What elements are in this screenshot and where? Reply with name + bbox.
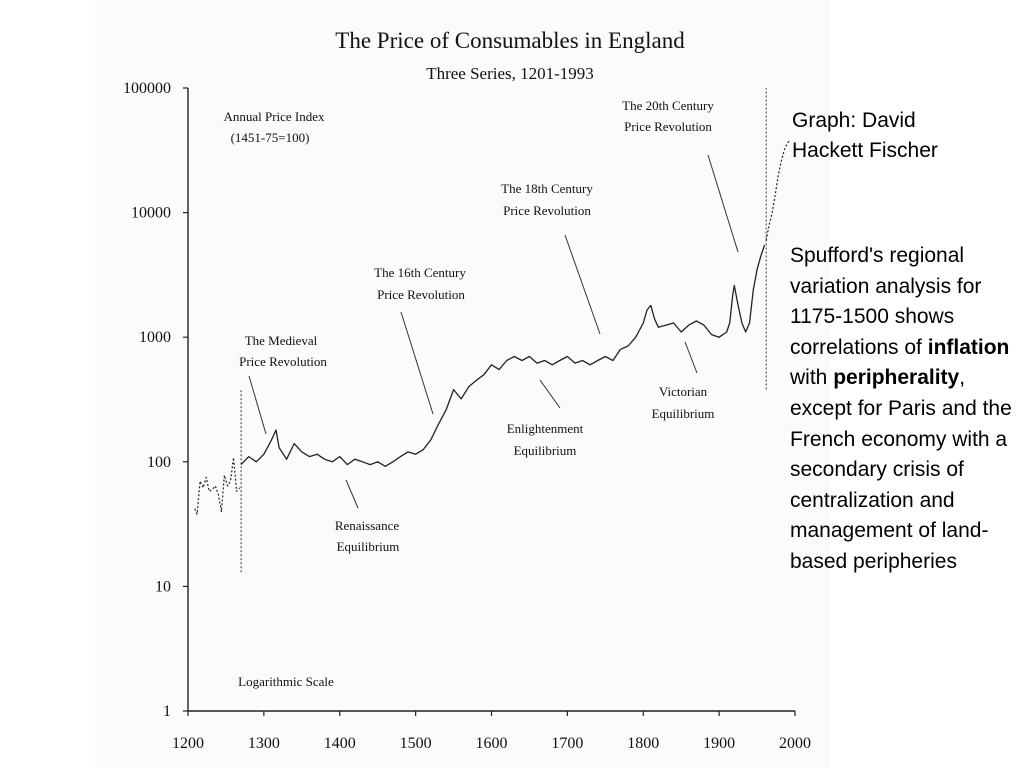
annotation-16th-line2: Price Revolution — [377, 287, 465, 302]
index-label-line1: Annual Price Index — [223, 109, 325, 124]
annotation-victorian-line1: Victorian — [659, 384, 708, 399]
caption-text-2: with — [790, 366, 834, 390]
x-axis-ticks: 1200 1300 1400 1500 1600 1700 1800 1900 2000 — [172, 711, 811, 752]
x-tick-label: 2000 — [779, 735, 811, 752]
price-series-line-3 — [765, 140, 791, 241]
x-tick-label: 1900 — [703, 735, 735, 752]
annotation-medieval-line2: Price Revolution — [239, 354, 327, 369]
y-axis-ticks: 1 10 100 1000 10000 100000 — [123, 80, 188, 720]
index-label-line2: (1451-75=100) — [231, 130, 310, 145]
price-series-line-2 — [240, 244, 766, 467]
pointer-medieval — [248, 375, 267, 435]
pointer-renaissance — [345, 479, 359, 509]
caption-text-3: , except for Paris and the French econom… — [790, 366, 1012, 573]
annotation-renaissance-line1: Renaissance — [335, 518, 399, 533]
x-tick-label: 1300 — [248, 735, 280, 752]
annotation-20th-line2: Price Revolution — [624, 119, 712, 134]
chart-title: The Price of Consumables in England — [335, 28, 685, 53]
y-tick-label: 10 — [155, 578, 171, 595]
annotation-medieval-line1: The Medieval — [245, 333, 318, 348]
annotation-renaissance-line2: Equilibrium — [337, 539, 400, 554]
graph-credit: Graph: David Hackett Fischer — [792, 109, 938, 162]
annotation-enlightenment-line1: Enlightenment — [507, 421, 584, 436]
pointer-enlightenment — [539, 379, 561, 409]
caption-text-1: Spufford's regional variation analysis f… — [790, 244, 982, 359]
y-tick-label: 10000 — [131, 205, 171, 222]
x-tick-label: 1400 — [324, 735, 356, 752]
x-tick-label: 1600 — [476, 735, 508, 752]
scale-note: Logarithmic Scale — [238, 674, 334, 689]
x-tick-label: 1200 — [172, 735, 204, 752]
chart-subtitle: Three Series, 1201-1993 — [426, 64, 594, 83]
x-tick-label: 1500 — [400, 735, 432, 752]
annotation-enlightenment-line2: Equilibrium — [514, 443, 577, 458]
annotation-20th-line1: The 20th Century — [622, 98, 714, 113]
caption-bold-inflation: inflation — [927, 335, 1010, 359]
pointer-16th-century — [400, 311, 434, 415]
pointer-victorian — [684, 341, 698, 374]
y-tick-label: 1 — [163, 703, 171, 720]
annotation-18th-line2: Price Revolution — [503, 203, 591, 218]
figure-panel — [95, 0, 830, 768]
price-series-line-1 — [194, 457, 241, 515]
x-tick-label: 1700 — [551, 735, 583, 752]
vertical-markers — [240, 88, 767, 573]
y-tick-label: 100 — [147, 454, 171, 471]
pointer-20th-century — [707, 154, 739, 253]
pointer-18th-century — [564, 234, 601, 335]
caption-bold-peripherality: peripherality — [833, 366, 960, 390]
series-layer — [194, 140, 791, 515]
y-tick-label: 100000 — [123, 80, 171, 97]
y-tick-label: 1000 — [139, 329, 171, 346]
annotation-16th-line1: The 16th Century — [374, 265, 466, 280]
annotation-pointers — [248, 154, 739, 509]
annotation-victorian-line2: Equilibrium — [652, 406, 715, 421]
caption-paragraph: Spufford's regional variation analysis f… — [790, 241, 1020, 578]
x-tick-label: 1800 — [627, 735, 659, 752]
annotation-18th-line1: The 18th Century — [501, 181, 593, 196]
